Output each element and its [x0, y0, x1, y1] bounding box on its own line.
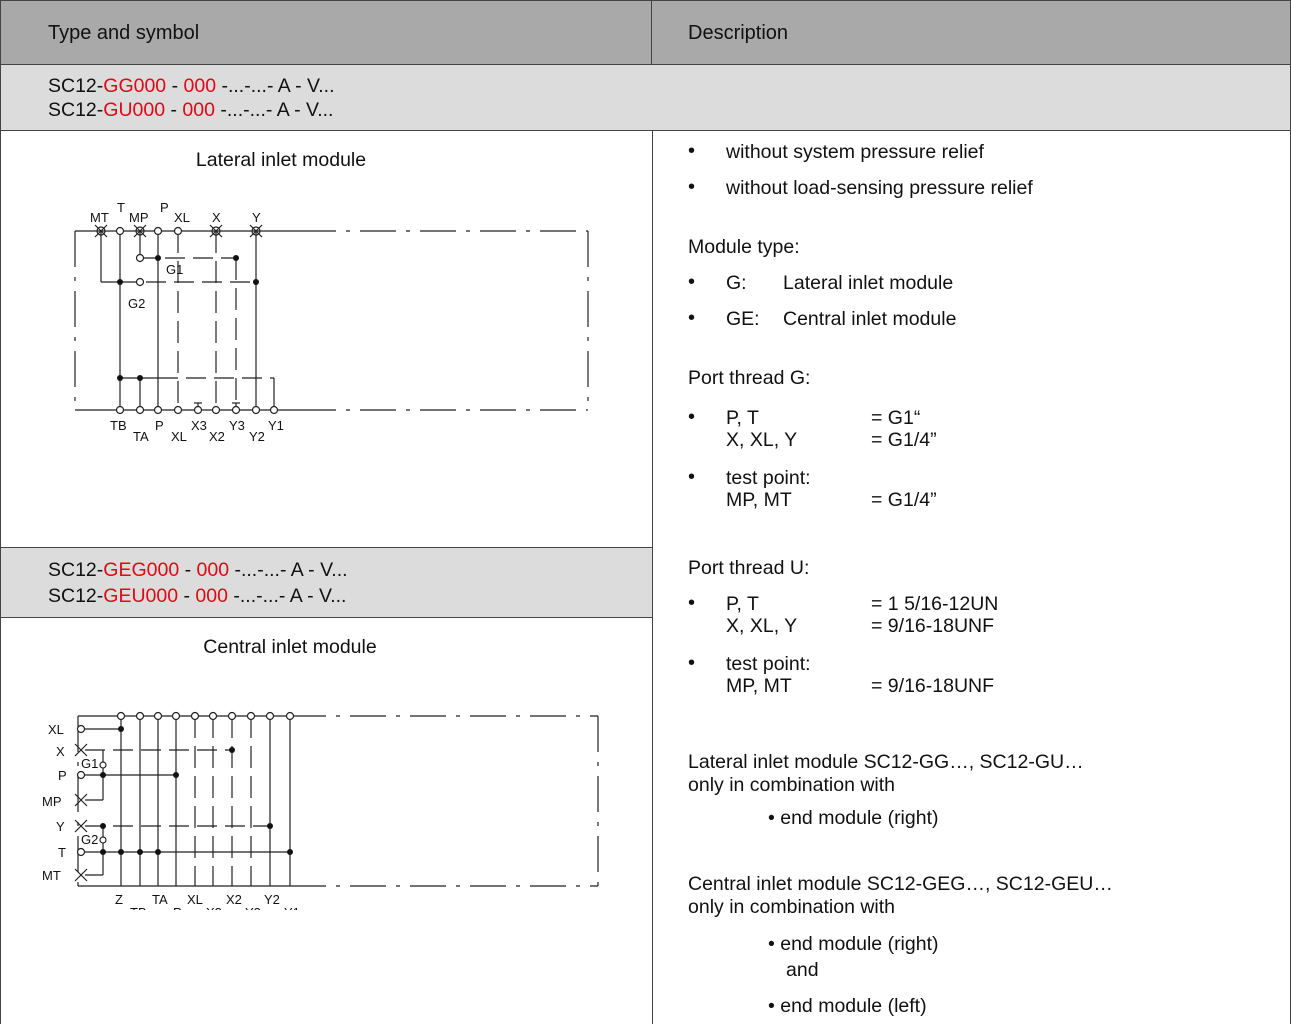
desc-central-combo-2: only in combination with: [688, 896, 896, 918]
rule: [651, 0, 652, 64]
desc-ptu-4-value: = 9/16-18UNF: [871, 675, 995, 697]
desc-mt2-key: GE:: [726, 308, 760, 330]
desc-ptu-3-key: test point:: [726, 653, 811, 675]
port-label: T: [58, 845, 66, 860]
bullet: •: [688, 140, 696, 162]
inner-label: G1: [166, 262, 183, 277]
port-label: X2: [209, 429, 225, 444]
desc-central-combo-5: • end module (left): [768, 995, 927, 1017]
rule: [0, 617, 652, 618]
port-label: XL: [187, 892, 203, 907]
port-label: Y1: [268, 418, 284, 433]
type-code-geg: SC12-GEG000 - 000 -...-...- A - V...: [48, 559, 348, 581]
bullet: •: [688, 307, 696, 329]
port-label: Y3: [229, 418, 245, 433]
port-label: Y2: [264, 892, 280, 907]
desc-mt1-key: G:: [726, 272, 747, 294]
port-label: XL: [171, 429, 187, 444]
desc-module-type: Module type:: [688, 236, 800, 258]
port-label: P: [173, 905, 182, 910]
port-label: Z: [115, 892, 123, 907]
inner-label: G1: [81, 756, 98, 771]
rule: [0, 0, 1, 1024]
desc-ptg-1-value: = G1“: [871, 407, 921, 429]
port-label: TA: [133, 429, 149, 444]
port-label: P: [160, 200, 169, 215]
desc-ptg-2-value: = G1/4”: [871, 429, 937, 451]
desc-no-system-relief: without system pressure relief: [726, 141, 984, 163]
table-header: [0, 0, 1291, 64]
desc-port-thread-g: Port thread G:: [688, 367, 811, 389]
header-type-and-symbol: Type and symbol: [48, 22, 200, 44]
port-label: P: [58, 768, 67, 783]
port-label: XL: [174, 210, 190, 225]
header-description: Description: [688, 22, 789, 44]
port-label: TB: [130, 905, 147, 910]
port-label: X: [56, 744, 65, 759]
desc-port-thread-u: Port thread U:: [688, 557, 810, 579]
desc-mt1-value: Lateral inlet module: [783, 272, 954, 294]
central-module-title: Central inlet module: [203, 636, 377, 658]
desc-no-ls-relief: without load-sensing pressure relief: [726, 177, 1033, 199]
desc-ptg-2-key: X, XL, Y: [726, 429, 798, 451]
code-band-a: [0, 64, 1291, 130]
bullet: •: [688, 592, 696, 614]
port-label: MP: [129, 210, 149, 225]
port-label: Y1: [284, 905, 300, 910]
desc-ptu-1-key: P, T: [726, 593, 759, 615]
desc-central-combo-4: and: [786, 959, 819, 981]
port-label: X: [212, 210, 221, 225]
bullet: •: [688, 466, 696, 488]
port-label: MT: [42, 868, 61, 883]
bullet: •: [688, 652, 696, 674]
code-band-b: [0, 547, 652, 617]
desc-ptu-1-value: = 1 5/16-12UN: [871, 593, 999, 615]
desc-ptu-2-value: = 9/16-18UNF: [871, 615, 995, 637]
desc-central-combo-1: Central inlet module SC12-GEG…, SC12-GEU…: [688, 873, 1113, 895]
port-label: X2: [226, 892, 242, 907]
port-label: P: [155, 418, 164, 433]
port-label: X3: [191, 418, 207, 433]
desc-ptg-1-key: P, T: [726, 407, 759, 429]
rule: [0, 547, 652, 548]
port-label: T: [117, 200, 125, 215]
port-label: TA: [152, 892, 168, 907]
central-inlet-symbol: XL X P MP Y T MT G1 G2 Z TB TA P XL X3 X…: [42, 711, 599, 910]
desc-lateral-combo-3: • end module (right): [768, 807, 939, 829]
lateral-module-title: Lateral inlet module: [195, 149, 367, 171]
rule: [652, 130, 653, 1024]
bullet: •: [688, 176, 696, 198]
desc-central-combo-3: • end module (right): [768, 933, 939, 955]
port-label: Y: [56, 819, 65, 834]
port-label: MT: [90, 210, 109, 225]
bullet: •: [688, 406, 696, 428]
rule: [0, 130, 1291, 131]
port-label: XL: [48, 722, 64, 737]
rule: [0, 0, 1291, 1]
port-label: TB: [110, 418, 127, 433]
desc-lateral-combo-2: only in combination with: [688, 774, 896, 796]
desc-ptg-3-key: test point:: [726, 467, 811, 489]
type-code-gg: SC12-GG000 - 000 -...-...- A - V...: [48, 75, 335, 97]
inner-label: G2: [128, 296, 145, 311]
port-label: Y: [252, 210, 261, 225]
type-code-geu: SC12-GEU000 - 000 -...-...- A - V...: [48, 585, 347, 607]
desc-ptg-4-value: = G1/4”: [871, 489, 937, 511]
desc-mt2-value: Central inlet module: [783, 308, 957, 330]
port-label: Y3: [245, 905, 261, 910]
bullet: •: [688, 271, 696, 293]
desc-ptu-2-key: X, XL, Y: [726, 615, 798, 637]
desc-lateral-combo-1: Lateral inlet module SC12-GG…, SC12-GU…: [688, 751, 1084, 773]
rule: [0, 64, 1291, 65]
inner-label: G2: [81, 832, 98, 847]
port-label: Y2: [249, 429, 265, 444]
port-label: X3: [206, 905, 222, 910]
port-label: MP: [42, 794, 62, 809]
type-code-gu: SC12-GU000 - 000 -...-...- A - V...: [48, 99, 334, 121]
lateral-inlet-symbol: MT T MP P XL X Y G1 G2 TB TA P XL X3 X2 …: [74, 200, 589, 444]
desc-ptu-4-key: MP, MT: [726, 675, 792, 697]
desc-ptg-4-key: MP, MT: [726, 489, 792, 511]
